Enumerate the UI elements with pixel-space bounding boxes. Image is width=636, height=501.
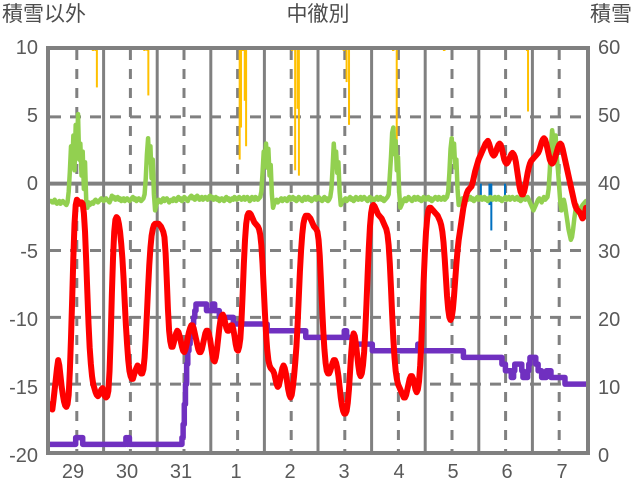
x-tick-2: 2 bbox=[284, 461, 296, 483]
x-tick-30: 30 bbox=[115, 461, 139, 483]
x-tick-6: 6 bbox=[501, 461, 513, 483]
left-tick-m10: -10 bbox=[9, 309, 38, 331]
right-tick-0: 0 bbox=[598, 445, 610, 467]
left-axis-title: 積雪以外 bbox=[2, 3, 86, 26]
right-tick-60: 60 bbox=[598, 37, 621, 59]
right-tick-30: 30 bbox=[598, 241, 621, 263]
right-tick-40: 40 bbox=[598, 173, 621, 195]
plot-area bbox=[46, 46, 590, 455]
left-tick-5: 5 bbox=[26, 105, 38, 127]
right-axis-title: 積雪 bbox=[590, 3, 632, 26]
left-tick-0: 0 bbox=[26, 173, 38, 195]
x-tick-5: 5 bbox=[447, 461, 459, 483]
chart-title: 中徹別 bbox=[286, 3, 350, 26]
x-tick-4: 4 bbox=[393, 461, 405, 483]
x-tick-31: 31 bbox=[169, 461, 193, 483]
x-tick-1: 1 bbox=[230, 461, 242, 483]
chart-canvas bbox=[50, 50, 586, 451]
x-tick-29: 29 bbox=[61, 461, 85, 483]
x-tick-3: 3 bbox=[338, 461, 350, 483]
right-tick-20: 20 bbox=[598, 309, 621, 331]
plot-inner bbox=[50, 50, 586, 451]
left-tick-m5: -5 bbox=[20, 241, 38, 263]
right-tick-50: 50 bbox=[598, 105, 621, 127]
left-tick-m15: -15 bbox=[9, 377, 38, 399]
left-tick-m20: -20 bbox=[9, 445, 38, 467]
left-tick-10: 10 bbox=[15, 37, 38, 59]
right-tick-10: 10 bbox=[598, 377, 621, 399]
x-tick-7: 7 bbox=[556, 461, 568, 483]
